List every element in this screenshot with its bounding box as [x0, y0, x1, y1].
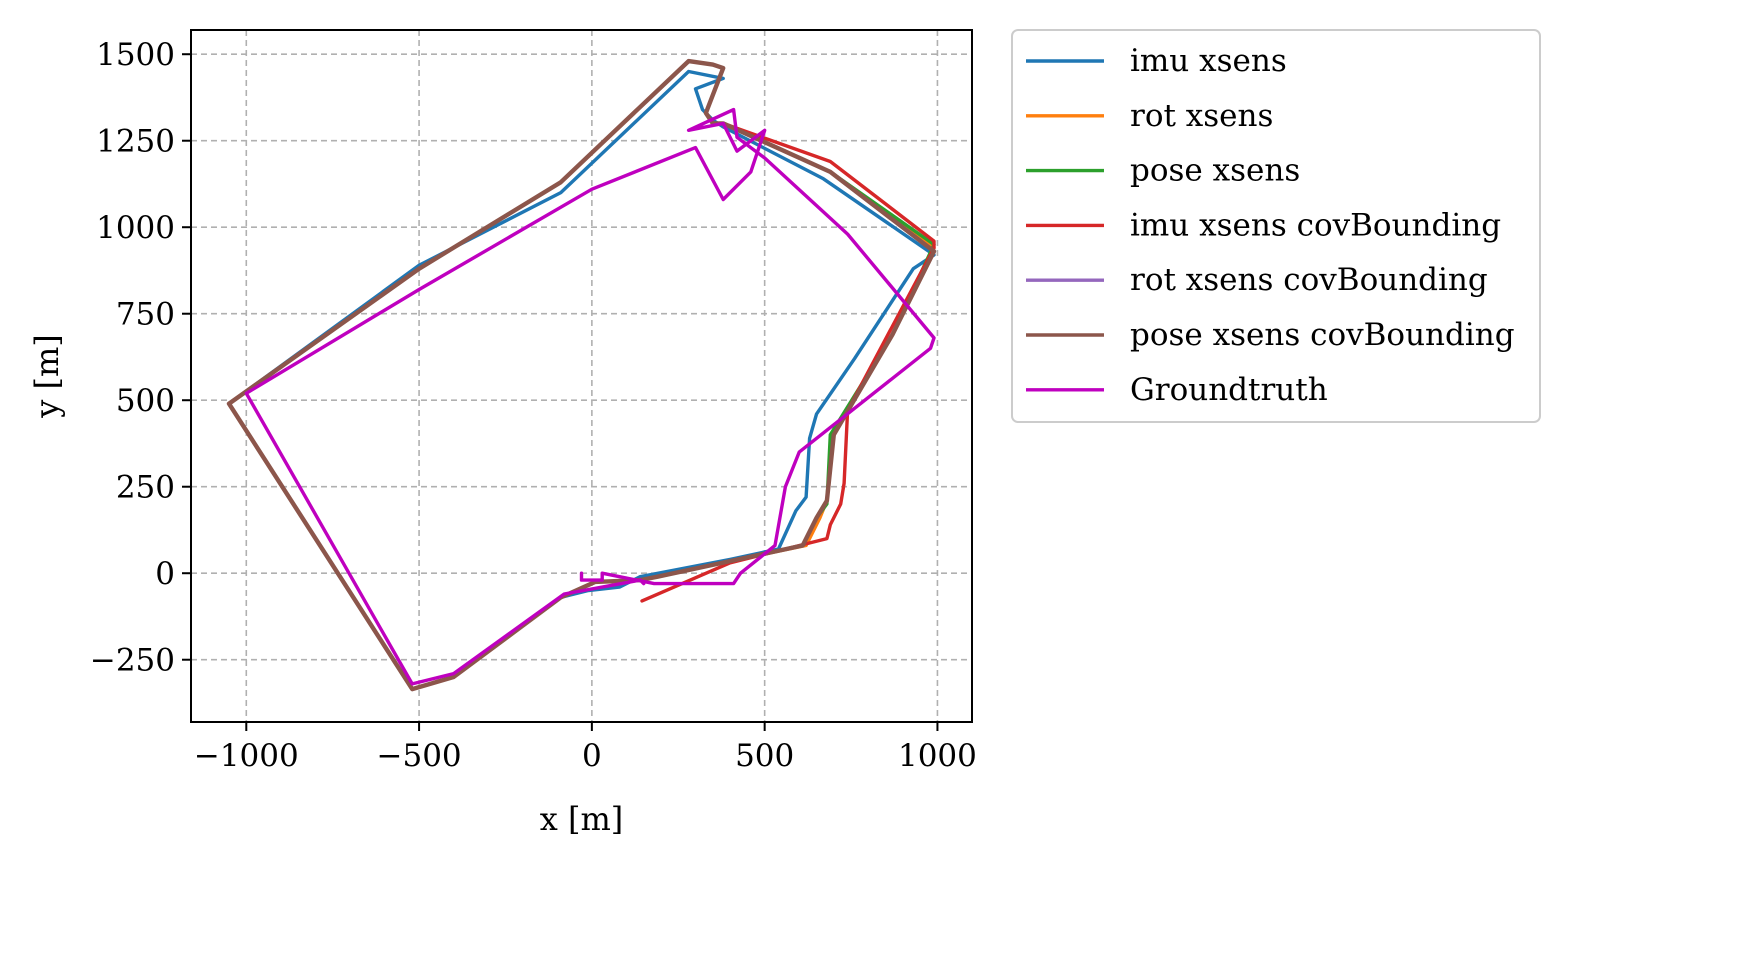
y-tick-label: −250	[90, 643, 175, 679]
x-tick-label: −500	[377, 738, 462, 774]
y-tick-label: 1000	[96, 210, 175, 246]
legend-label: rot xsens	[1130, 98, 1273, 134]
x-tick-label: 1000	[898, 738, 977, 774]
y-tick-label: 1500	[96, 37, 175, 73]
y-tick-label: 1250	[96, 124, 175, 160]
y-tick-label: 500	[116, 383, 175, 419]
plot-frame	[190, 29, 973, 723]
series-layer	[226, 58, 937, 692]
y-tick-label: 250	[116, 470, 175, 506]
legend-label: pose xsens covBounding	[1130, 317, 1515, 353]
series-line-6	[226, 58, 937, 692]
y-tick-label: 750	[116, 297, 175, 333]
y-axis-label: y [m]	[28, 334, 66, 419]
ticks: −1000 −500 0 500 1000 −250 0 250 500 750 1000 1250 1…	[90, 37, 977, 774]
x-tick-label: 0	[582, 738, 602, 774]
y-tick-label: 0	[155, 556, 175, 592]
legend-label: pose xsens	[1130, 153, 1300, 189]
legend-box	[1011, 29, 1541, 423]
legend-label: imu xsens covBounding	[1130, 207, 1501, 243]
legend-label: Groundtruth	[1130, 372, 1328, 408]
legend-label: imu xsens	[1130, 43, 1287, 79]
legend-label: rot xsens covBounding	[1130, 262, 1488, 298]
x-axis-label: x [m]	[540, 800, 624, 838]
series-line-7	[244, 107, 936, 686]
plot-area	[226, 58, 937, 692]
legend: imu xsens rot xsens pose xsens imu xsens co…	[1011, 29, 1541, 423]
x-tick-label: −1000	[194, 738, 299, 774]
grid	[191, 30, 972, 722]
x-tick-label: 500	[735, 738, 794, 774]
